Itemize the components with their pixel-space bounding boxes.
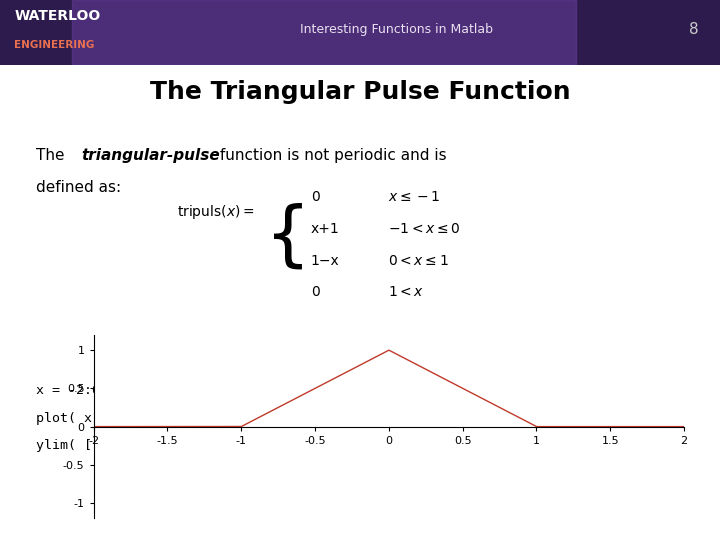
Text: function is not periodic and is: function is not periodic and is	[215, 148, 447, 163]
Text: $1 < x$: $1 < x$	[388, 285, 425, 299]
Text: tripuls$(x)=$: tripuls$(x)=$	[176, 203, 254, 221]
Text: defined as:: defined as:	[35, 180, 121, 195]
Text: $-1 < x \leq 0$: $-1 < x \leq 0$	[388, 222, 461, 236]
Text: 1−x: 1−x	[311, 254, 340, 268]
Text: Interesting Functions in Matlab: Interesting Functions in Matlab	[300, 23, 492, 36]
Text: plot( x, tripuls( x ) ): plot( x, tripuls( x ) )	[35, 411, 220, 424]
Text: The Triangular Pulse Function: The Triangular Pulse Function	[150, 80, 570, 104]
Text: x = -2:0.0001:2;: x = -2:0.0001:2;	[35, 384, 163, 397]
Text: {: {	[265, 202, 311, 271]
Bar	[72, 0, 576, 65]
Text: x+1: x+1	[311, 222, 340, 236]
Text: triangular-pulse: triangular-pulse	[81, 148, 220, 163]
Text: The: The	[35, 148, 69, 163]
Text: $x \leq -1$: $x \leq -1$	[388, 191, 441, 205]
Text: $0 < x \leq 1$: $0 < x \leq 1$	[388, 254, 449, 268]
Text: 8: 8	[689, 22, 698, 37]
Text: 0: 0	[311, 191, 320, 205]
Text: ENGINEERING: ENGINEERING	[14, 40, 95, 50]
Text: WATERLOO: WATERLOO	[14, 9, 101, 23]
Text: ylim( [-1.2 1.2] ): ylim( [-1.2 1.2] )	[35, 439, 179, 452]
Text: 0: 0	[311, 285, 320, 299]
